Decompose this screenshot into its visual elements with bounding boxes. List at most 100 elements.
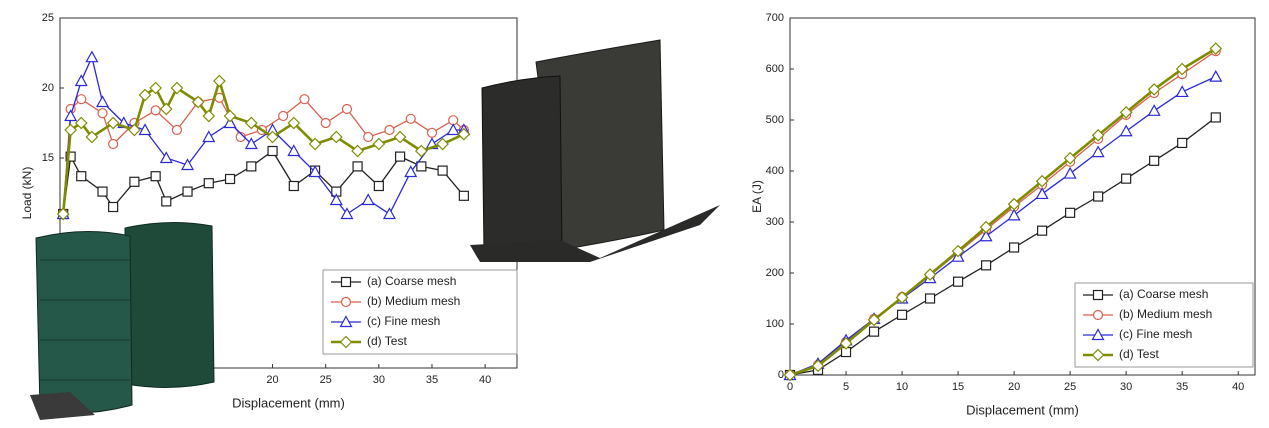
marker [128, 123, 141, 137]
marker [213, 74, 226, 88]
x-tick-label: 30 [373, 374, 385, 386]
marker [308, 137, 322, 151]
x-tick-label: 15 [952, 381, 964, 393]
marker [867, 313, 881, 327]
marker [320, 117, 331, 129]
marker [266, 130, 279, 144]
marker [106, 116, 120, 130]
marker [1175, 85, 1189, 98]
marker [340, 296, 352, 308]
marker [1035, 187, 1049, 200]
x-tick-label: 30 [1120, 381, 1132, 393]
series-line [62, 97, 465, 215]
marker [138, 123, 152, 136]
marker [108, 201, 119, 213]
marker [895, 291, 909, 304]
series-line [62, 150, 465, 215]
marker [783, 368, 797, 382]
series [58, 145, 469, 220]
marker [1007, 208, 1021, 221]
x-tick-label: 40 [479, 374, 491, 386]
marker [1209, 69, 1223, 82]
tested-tubes [470, 39, 720, 262]
x-tick-label: 20 [1008, 381, 1020, 393]
series-line [789, 47, 1217, 377]
series-line [789, 76, 1217, 376]
y-axis-title: EA (J) [750, 180, 764, 213]
marker [278, 110, 289, 122]
marker [244, 116, 258, 130]
x-axis-title: Displacement (mm) [232, 395, 345, 410]
x-tick-label: 20 [266, 374, 278, 386]
marker [951, 244, 965, 258]
plot-frame [789, 17, 1256, 376]
marker [1091, 145, 1105, 158]
y-tick-label: 20 [42, 82, 54, 94]
marker [979, 229, 993, 242]
x-tick-label: 10 [896, 381, 908, 393]
marker [952, 276, 964, 287]
marker [288, 180, 299, 192]
marker [437, 165, 448, 176]
y-tick-label: 25 [42, 12, 54, 24]
marker [287, 144, 301, 157]
series [784, 112, 1221, 381]
series-line [789, 116, 1217, 376]
marker [458, 190, 469, 201]
marker [203, 178, 214, 189]
marker [97, 186, 108, 197]
marker [426, 127, 438, 138]
x-tick-label: 5 [843, 381, 849, 393]
y-tick-label: 15 [42, 152, 54, 164]
legend-box [322, 269, 518, 355]
marker [393, 130, 407, 144]
legend-label: (b) Medium mesh [1119, 307, 1212, 321]
x-tick-label: 35 [1176, 381, 1188, 393]
marker [182, 186, 193, 197]
marker [1092, 309, 1104, 321]
marker [65, 151, 76, 162]
marker [404, 165, 418, 178]
marker [64, 109, 78, 122]
marker [896, 309, 908, 320]
marker [1175, 62, 1189, 76]
x-tick-label: 35 [426, 374, 438, 386]
marker [95, 95, 110, 108]
y-tick-label: 700 [766, 12, 784, 24]
marker [980, 260, 992, 271]
marker [74, 74, 88, 87]
marker [1147, 104, 1161, 116]
marker [436, 137, 449, 151]
marker [1119, 124, 1133, 137]
marker [308, 165, 322, 178]
series [56, 50, 471, 220]
marker [457, 127, 471, 141]
y-tick-label: 100 [766, 318, 784, 330]
marker [108, 138, 119, 150]
marker [351, 144, 364, 158]
marker [1092, 289, 1104, 301]
marker [363, 131, 374, 143]
marker [361, 193, 375, 206]
marker [287, 116, 301, 130]
marker [1007, 197, 1021, 211]
y-tick-label: 300 [766, 216, 784, 228]
marker [171, 124, 183, 136]
marker [202, 130, 216, 143]
legend-label: (d) Test [367, 334, 407, 348]
y-axis-title: Load (kN) [20, 167, 34, 220]
y-tick-label: 200 [766, 267, 784, 279]
marker [299, 94, 310, 105]
marker [138, 88, 152, 102]
marker [76, 171, 87, 182]
marker [223, 109, 237, 123]
marker [340, 276, 352, 288]
marker [373, 180, 384, 192]
marker [415, 144, 428, 158]
marker [382, 207, 396, 220]
marker [1147, 83, 1161, 96]
marker [1209, 42, 1223, 55]
marker [56, 207, 70, 221]
series [56, 74, 471, 221]
marker [1035, 174, 1049, 188]
